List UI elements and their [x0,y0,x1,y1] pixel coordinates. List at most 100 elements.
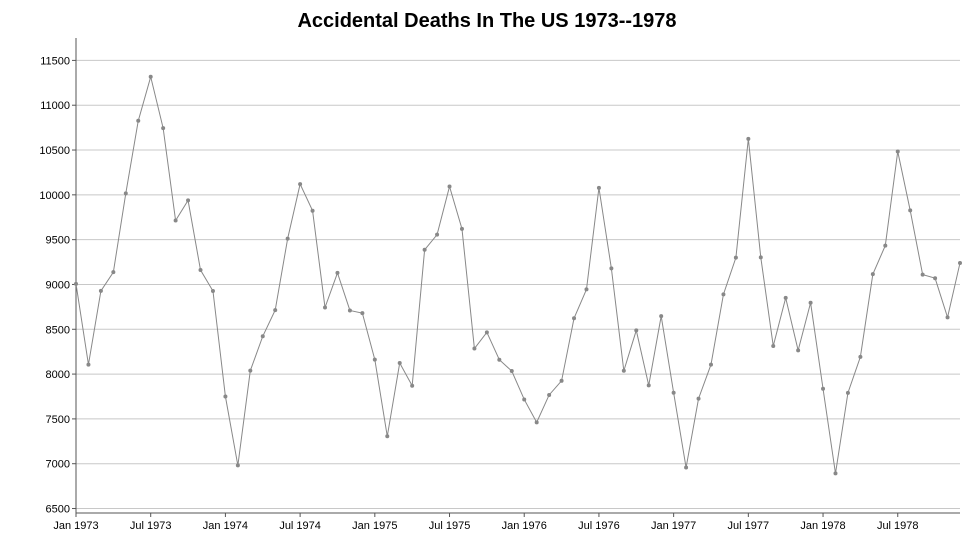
data-point [447,184,452,189]
x-tick-label: Jan 1978 [800,520,845,532]
y-tick-label: 10000 [39,190,70,202]
data-point [210,289,215,293]
data-point [285,236,290,241]
y-tick-label: 9000 [46,279,70,291]
data-point [945,315,950,320]
x-tick-label: Jan 1973 [53,520,98,532]
chart-title: Accidental Deaths In The US 1973--1978 [297,10,677,32]
data-point [958,260,962,265]
data-point [136,118,141,123]
data-point [870,272,875,277]
data-point [746,136,751,141]
data-point [173,218,178,223]
x-tick-label: Jul 1975 [429,520,471,532]
series-line-group [75,74,961,474]
data-point [335,270,340,275]
data-point [235,463,240,468]
data-point [547,392,552,397]
data-point [808,300,813,305]
data-point [111,270,116,275]
data-point [833,471,838,476]
x-tick-label: Jan 1974 [203,520,248,532]
data-point [74,281,78,286]
data-point [223,394,228,399]
data-point [435,232,440,237]
data-point [758,255,763,260]
data-point [422,247,427,252]
data-point [198,268,203,273]
data-point [248,368,253,373]
data-point [696,396,701,401]
x-tick-label: Jul 1974 [279,520,321,532]
data-point [858,354,863,359]
y-tick-label: 11000 [40,100,70,112]
data-point [821,386,826,391]
data-point [273,308,278,313]
data-point [671,390,676,395]
data-point [484,330,489,335]
y-tick-label: 8000 [46,369,70,381]
data-point [522,397,527,402]
x-tick-label: Jan 1976 [502,520,547,532]
grid-lines [76,59,960,510]
data-point [733,255,738,260]
x-tick-label: Jan 1975 [352,520,397,532]
data-point [410,383,415,388]
data-point [895,149,900,154]
y-tick-label: 11500 [40,55,70,67]
data-point [323,305,328,310]
data-point [385,434,390,439]
data-point [584,287,589,292]
data-point [260,334,265,339]
data-point [933,276,938,281]
data-point [659,314,664,319]
data-point [509,369,514,374]
data-point [148,74,153,79]
data-point [310,208,315,213]
data-point [459,226,464,231]
y-tick-label: 10500 [39,145,70,157]
x-tick-label: Jan 1977 [651,520,696,532]
data-point [596,185,601,190]
data-point [497,357,502,362]
data-point [298,182,303,187]
data-point [98,288,103,293]
data-point [123,191,128,196]
y-tick-label: 7500 [46,414,70,426]
data-point [634,328,639,333]
data-point [534,420,539,425]
data-point [771,343,776,348]
x-tick-labels: Jan 1973 Jul 1973 Jan 1974 Jul 1974 Jan 1975… [53,520,918,532]
data-point [883,243,888,248]
axes [72,38,960,517]
x-tick-label: Jul 1976 [578,520,620,532]
data-point [559,378,564,383]
data-point [360,311,365,316]
data-point [621,368,626,373]
data-point [372,357,377,362]
data-point [472,346,477,351]
y-tick-label: 8500 [46,324,70,336]
data-point [609,266,614,271]
data-point [708,362,713,367]
data-point [161,126,166,131]
data-point [684,465,689,470]
data-point [845,390,850,395]
data-point [646,383,651,388]
x-tick-label: Jul 1977 [728,520,770,532]
data-point [86,362,91,367]
x-tick-label: Jul 1978 [877,520,919,532]
data-point [186,198,191,203]
y-tick-label: 9500 [46,235,70,247]
data-point [920,272,925,277]
y-tick-label: 7000 [46,459,70,471]
y-tick-labels: 6500 7000 7500 8000 8500 9000 9500 10000 10500 11… [39,55,70,515]
data-point [347,308,352,313]
data-point [908,208,913,213]
y-tick-label: 6500 [46,504,70,516]
x-tick-label: Jul 1973 [130,520,172,532]
data-point [783,295,788,300]
data-point [572,316,577,321]
data-point [721,292,726,297]
data-points [74,74,962,476]
